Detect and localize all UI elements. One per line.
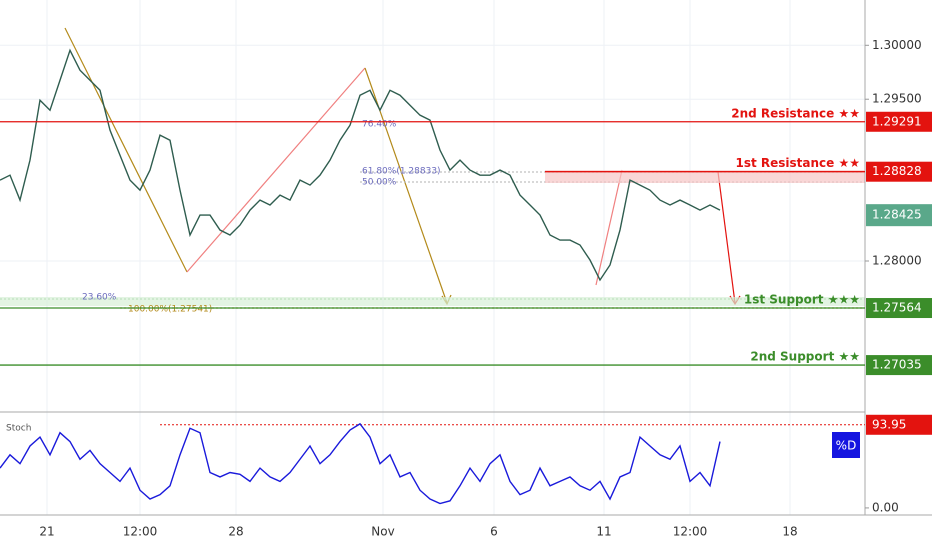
x-tick-label: 11 — [596, 525, 611, 539]
stoch-line — [0, 422, 721, 505]
fib-label: 100.00%(1.27541) — [128, 305, 212, 315]
y-tick-label: 1.29500 — [872, 92, 922, 106]
fib-arrow — [595, 169, 623, 286]
fib-label: 61.80%(1.28833) — [362, 167, 441, 177]
level-name: 1st Resistance ★★ — [735, 156, 860, 170]
fib-label: 50.00% — [362, 178, 397, 188]
level-price-box — [866, 355, 932, 376]
x-tick-label: 28 — [228, 525, 243, 539]
level-name: 1st Support ★★★ — [744, 293, 860, 307]
marker-box — [866, 414, 932, 435]
fib-label: 23.60% — [82, 293, 117, 303]
x-tick-label: 18 — [782, 525, 797, 539]
fib-label: 76.40% — [362, 120, 397, 130]
x-tick-label: 21 — [39, 525, 54, 539]
x-tick-label: Nov — [371, 525, 394, 539]
legend-label: %D — [836, 439, 857, 453]
resistance-zone — [545, 170, 865, 183]
last-price-box — [866, 204, 932, 227]
x-tick-label: 12:00 — [123, 525, 158, 539]
level-price: 1.27035 — [872, 358, 922, 372]
legend-box — [832, 432, 860, 458]
level-price-box — [866, 298, 932, 319]
level-price-box — [866, 161, 932, 182]
indicator-title: Stoch — [6, 424, 31, 434]
fib-arrow — [64, 27, 188, 273]
marker-label: 93.95 — [872, 417, 906, 431]
price-line — [0, 48, 721, 282]
level-price-box — [866, 111, 932, 132]
level-price: 1.29291 — [872, 114, 922, 128]
y-tick-label: 1.28000 — [872, 254, 922, 268]
level-price: 1.28828 — [872, 164, 922, 178]
forecast-arrow — [717, 171, 736, 304]
level-name: 2nd Resistance ★★ — [731, 106, 860, 120]
x-tick-label: 6 — [490, 525, 498, 539]
support-zone — [0, 297, 865, 306]
fib-arrow — [186, 67, 366, 273]
level-price: 1.27564 — [872, 301, 922, 315]
y-tick-label: 0.00 — [872, 500, 899, 514]
y-tick-label: 1.30000 — [872, 38, 922, 52]
level-name: 2nd Support ★★ — [750, 350, 860, 364]
x-tick-label: 12:00 — [673, 525, 708, 539]
last-price: 1.28425 — [872, 208, 922, 222]
